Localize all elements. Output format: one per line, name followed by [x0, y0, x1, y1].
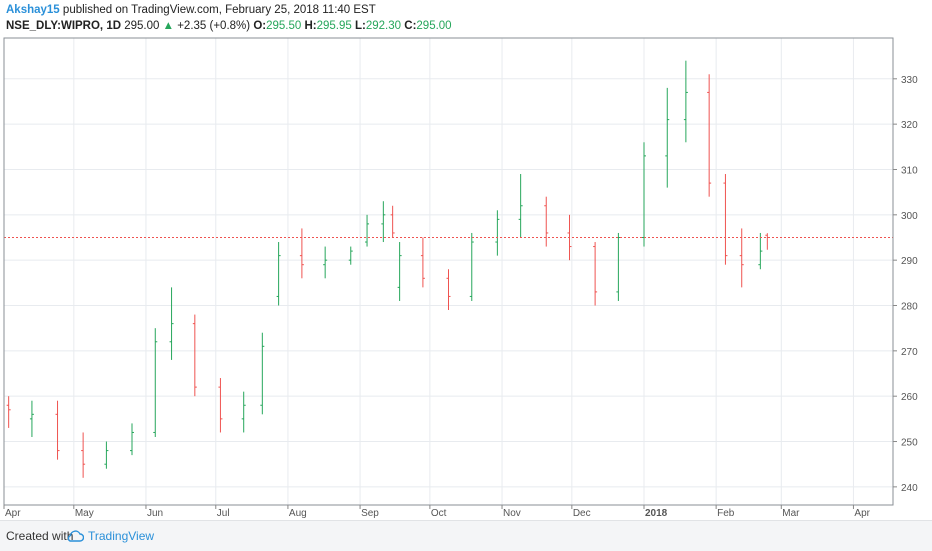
ohlc-bar: [739, 228, 744, 288]
y-tick-label: 300: [901, 211, 918, 222]
ohlc-bar: [641, 142, 646, 247]
ohlc-bar: [616, 232, 621, 301]
x-tick-label: Apr: [854, 508, 870, 519]
y-tick-label: 310: [901, 165, 918, 176]
ohlc-bar: [593, 242, 598, 306]
ohlc-bar: [365, 214, 370, 247]
y-tick-label: 330: [901, 75, 918, 86]
ohlc-bar: [446, 269, 451, 311]
created-with-label: Created with: [6, 529, 74, 543]
x-tick-label: Oct: [431, 508, 447, 519]
ohlc-bar: [518, 174, 523, 238]
chart-header: Akshay15 published on TradingView.com, F…: [0, 0, 932, 38]
ohlc-bar: [299, 228, 304, 279]
ohlc-bar: [495, 210, 500, 256]
ohlc-bar: [390, 205, 395, 238]
ohlc-bar: [420, 237, 425, 288]
x-tick-label: Nov: [503, 508, 521, 519]
ohlc-bar: [192, 314, 197, 397]
x-tick-label: Dec: [573, 508, 591, 519]
x-tick-label: Feb: [717, 508, 735, 519]
cloud-logo-icon: [67, 530, 84, 542]
x-axis[interactable]: Apr May Jun Jul Aug Sep Oct Nov Dec 2018 Feb Mar Apr: [3, 505, 871, 519]
open-value: 295.50: [266, 20, 302, 32]
footer: Created with TradingView: [0, 520, 932, 551]
y-tick-label: 280: [901, 302, 918, 313]
ohlc-bar: [153, 328, 158, 437]
ohlc-bar: [81, 432, 86, 478]
ohlc-bar: [29, 400, 34, 437]
ohlc-bar: [397, 242, 402, 301]
plot-border: [3, 37, 894, 506]
y-tick-label: 320: [901, 120, 918, 131]
x-tick-label: Jul: [217, 508, 230, 519]
x-tick-label: Mar: [782, 508, 800, 519]
ohlc-bar: [758, 232, 763, 270]
ohlc-bar: [544, 196, 549, 247]
high-label: H:: [304, 20, 317, 32]
ohlc-bar: [169, 287, 174, 360]
ohlc-bar: [6, 396, 11, 428]
x-tick-label: Apr: [5, 508, 21, 519]
ohlc-bar: [381, 201, 386, 243]
ohlc-bar: [55, 400, 60, 460]
x-tick-label: 2018: [645, 508, 668, 519]
close-label: C:: [404, 20, 417, 32]
y-tick-label: 270: [901, 347, 918, 358]
ohlc-bar: [348, 246, 353, 265]
y-tick-label: 290: [901, 256, 918, 267]
ohlc-bar: [276, 242, 281, 306]
ohlc-bar: [683, 60, 688, 143]
y-tick-label: 240: [901, 483, 918, 494]
brand-name: TradingView: [88, 529, 155, 543]
tradingview-brand[interactable]: TradingView: [66, 527, 154, 545]
y-tick-label: 260: [901, 392, 918, 403]
author-link[interactable]: Akshay15: [6, 4, 60, 16]
high-value: 295.95: [316, 20, 352, 32]
y-tick-label: 250: [901, 438, 918, 449]
publish-info: published on TradingView.com, February 2…: [62, 4, 376, 16]
ohlc-bar: [218, 378, 223, 433]
x-tick-label: Aug: [289, 508, 307, 519]
ohlc-bar: [469, 232, 474, 301]
open-label: O:: [253, 20, 267, 32]
ohlc-bar: [323, 246, 328, 279]
close-value: 295.00: [416, 20, 452, 32]
ohlc-bar: [765, 233, 770, 250]
symbol-label[interactable]: NSE_DLY:WIPRO, 1D: [6, 20, 122, 32]
y-axis[interactable]: 240 250 260 270 280 290 300 310 320 330: [893, 75, 918, 494]
ohlc-bar: [723, 174, 728, 265]
x-tick-label: May: [75, 508, 94, 519]
x-tick-label: Jun: [147, 508, 163, 519]
ohlc-bar: [665, 87, 670, 188]
ohlc-bars: [6, 60, 770, 478]
grid: [3, 38, 893, 505]
last-price: 295.00: [124, 20, 160, 32]
ohlc-bar: [260, 332, 265, 415]
low-value: 292.30: [365, 20, 402, 32]
change-arrow-icon: ▲: [162, 20, 175, 32]
ohlc-bar: [241, 391, 246, 433]
ohlc-bar: [707, 74, 712, 197]
low-label: L:: [355, 20, 366, 32]
publish-line: Akshay15 published on TradingView.com, F…: [6, 4, 376, 16]
ohlc-bar: [104, 441, 109, 469]
price-change: +2.35 (+0.8%): [177, 20, 251, 32]
quote-line: NSE_DLY:WIPRO, 1D 295.00 ▲ +2.35 (+0.8%)…: [6, 20, 452, 32]
ohlc-bar: [129, 423, 134, 456]
x-tick-label: Sep: [361, 508, 379, 519]
